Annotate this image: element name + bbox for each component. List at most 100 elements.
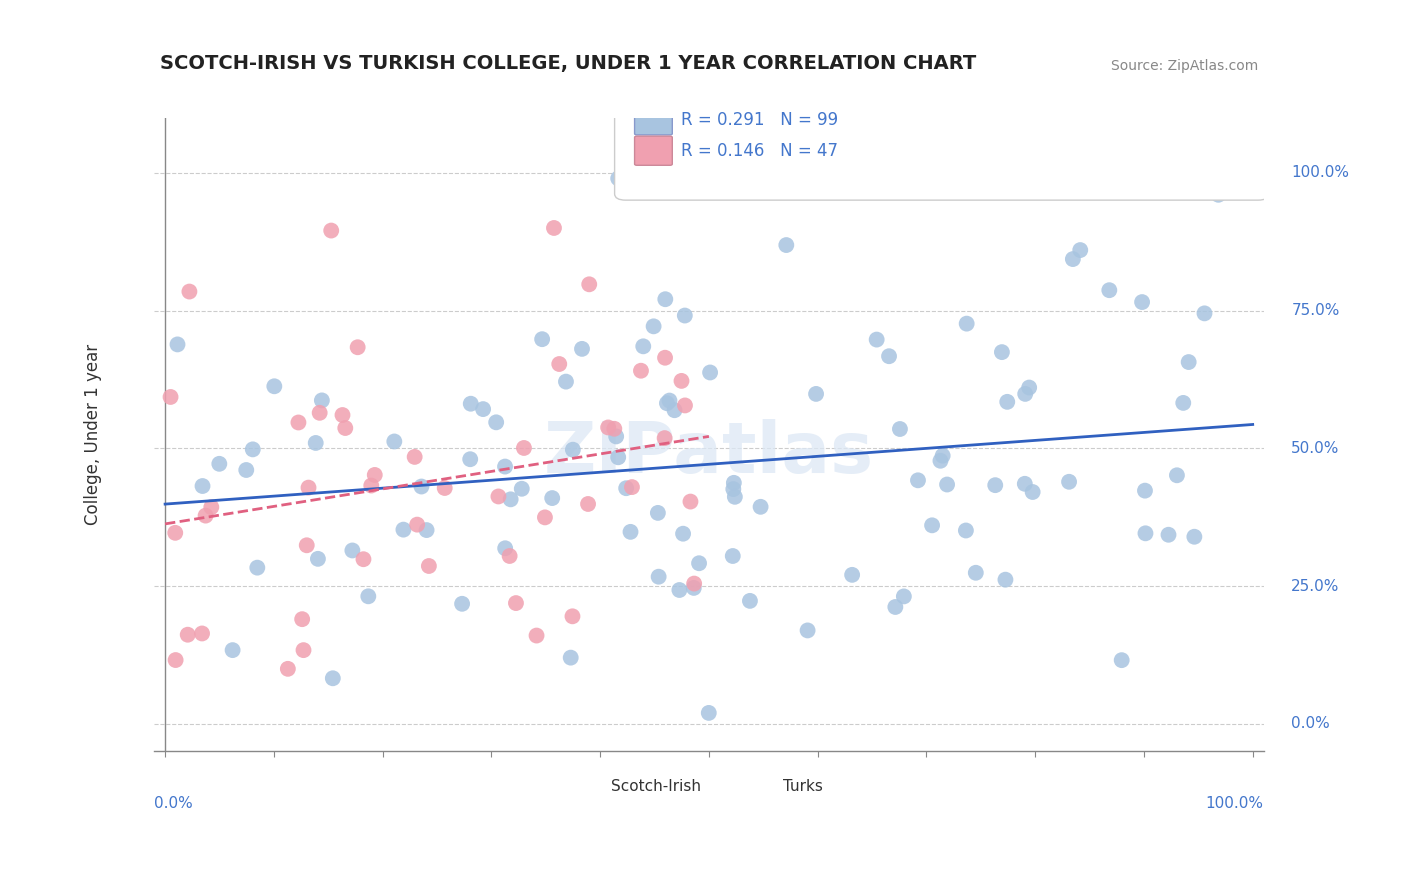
Text: 0.0%: 0.0% [155,796,193,811]
Text: 100.0%: 100.0% [1291,165,1350,180]
Point [643,319,665,334]
Point [931,449,953,463]
Point [543,221,565,235]
Point [654,351,676,365]
Point [893,590,915,604]
Point [929,454,952,468]
Point [346,340,368,354]
Point [191,479,214,493]
Point [561,609,583,624]
Text: 25.0%: 25.0% [1291,579,1340,594]
Point [804,387,827,401]
Point [1111,653,1133,667]
Point [332,408,354,422]
Point [1014,387,1036,401]
Point [194,508,217,523]
Point [647,506,669,520]
Point [679,494,702,508]
Point [994,573,1017,587]
Text: R = 0.146   N = 47: R = 0.146 N = 47 [681,142,838,160]
Point [494,541,516,556]
Point [404,450,426,464]
Point [655,396,678,410]
Point [1133,483,1156,498]
Point [841,567,863,582]
Point [699,366,721,380]
Point [1062,252,1084,266]
Point [418,559,440,574]
Text: 100.0%: 100.0% [1205,796,1264,811]
Point [921,518,943,533]
Point [889,422,911,436]
Point [526,628,548,642]
Text: ZIPatlas: ZIPatlas [544,419,875,488]
Point [723,475,745,490]
Point [360,478,382,492]
Point [406,517,429,532]
Point [1014,476,1036,491]
Point [877,349,900,363]
Point [221,643,243,657]
Point [1098,283,1121,297]
Point [1177,355,1199,369]
Point [724,490,747,504]
Point [984,478,1007,492]
Point [578,277,600,292]
Point [620,480,643,494]
Text: SCOTCH-IRISH VS TURKISH COLLEGE, UNDER 1 YEAR CORRELATION CHART: SCOTCH-IRISH VS TURKISH COLLEGE, UNDER 1… [160,54,976,73]
Point [598,420,620,434]
Point [1057,475,1080,489]
Text: Turks: Turks [783,780,823,795]
Point [321,223,343,237]
Point [510,482,533,496]
Point [392,523,415,537]
Point [1166,468,1188,483]
Point [451,597,474,611]
Point [364,467,387,482]
FancyBboxPatch shape [634,106,672,135]
Point [242,442,264,457]
Point [177,628,200,642]
Point [472,402,495,417]
Point [165,525,187,540]
Point [630,364,652,378]
Point [796,624,818,638]
Point [357,590,380,604]
Point [654,292,676,306]
Point [165,653,187,667]
Point [605,429,627,443]
Point [291,612,314,626]
Point [494,459,516,474]
Point [721,549,744,563]
Point [683,576,706,591]
Point [668,582,690,597]
Point [353,552,375,566]
Point [297,481,319,495]
Point [907,473,929,487]
Point [673,309,696,323]
FancyBboxPatch shape [562,773,603,800]
Point [534,510,557,524]
Point [335,421,357,435]
Text: 50.0%: 50.0% [1291,441,1340,456]
Point [688,556,710,570]
Point [956,317,979,331]
Point [1173,396,1195,410]
Point [277,662,299,676]
Point [531,332,554,346]
Point [619,524,641,539]
Point [295,538,318,552]
Point [311,393,333,408]
Point [555,375,578,389]
Point [671,374,693,388]
Point [682,581,704,595]
Point [488,490,510,504]
Point [200,500,222,515]
Point [664,403,686,417]
Text: College, Under 1 year: College, Under 1 year [84,344,103,525]
Point [235,463,257,477]
Point [179,285,201,299]
Point [307,551,329,566]
Point [866,333,889,347]
Point [263,379,285,393]
